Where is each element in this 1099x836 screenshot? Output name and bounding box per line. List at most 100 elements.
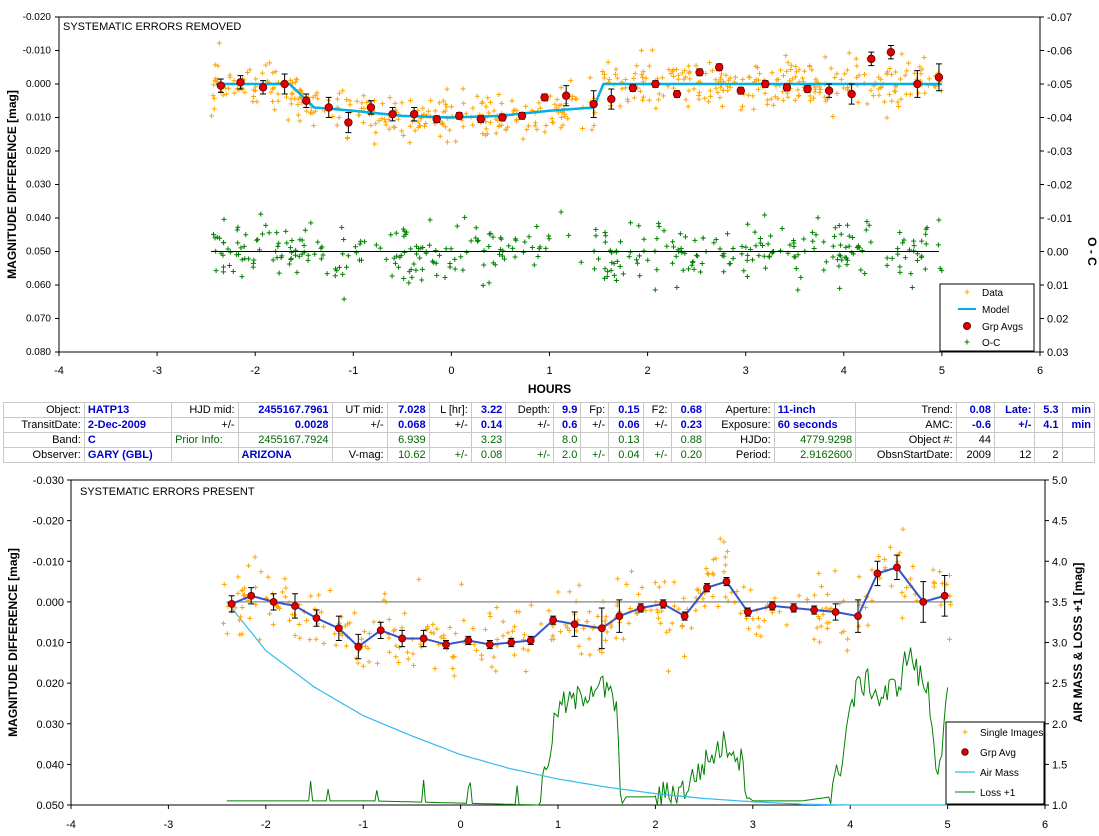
- info-cell: F2:: [642, 402, 672, 418]
- data-point: [499, 100, 505, 106]
- single-image-point: [224, 631, 230, 637]
- data-point: [818, 86, 824, 92]
- single-image-point: [900, 526, 906, 532]
- oc-point: [388, 232, 394, 238]
- single-image-point: [856, 574, 862, 580]
- data-point: [832, 75, 838, 81]
- chart-top: -0.020-0.0100.0000.0100.0200.0300.0400.0…: [5, 12, 1099, 396]
- oc-point: [909, 284, 915, 290]
- data-point: [211, 106, 217, 112]
- single-image-point: [473, 647, 479, 653]
- data-point: [344, 97, 350, 103]
- data-point: [440, 98, 446, 104]
- y-tick-label-bottom: 0.000: [36, 597, 64, 609]
- data-point: [738, 107, 744, 113]
- single-image-point: [636, 591, 642, 597]
- single-image-point: [946, 572, 952, 578]
- oc-point: [837, 285, 843, 291]
- oc-point: [221, 216, 227, 222]
- oc-point: [498, 235, 504, 241]
- info-cell: Band:: [3, 432, 85, 448]
- single-image-point: [655, 609, 661, 615]
- grp-avg-point: [324, 103, 333, 112]
- oc-point: [652, 287, 658, 293]
- single-image-point: [363, 643, 369, 649]
- single-image-point: [652, 580, 658, 586]
- data-point: [387, 95, 393, 101]
- oc-point: [923, 231, 929, 237]
- oc-point: [895, 251, 901, 257]
- oc-point: [779, 226, 785, 232]
- oc-series-top: [210, 209, 945, 302]
- grp-avg-point: [768, 602, 777, 610]
- y2-tick-label-top: -0.06: [1047, 46, 1072, 58]
- data-point: [811, 95, 817, 101]
- single-image-point: [939, 580, 945, 586]
- oc-point: [288, 256, 294, 262]
- info-cell: 2.9162600: [773, 447, 857, 463]
- oc-point: [726, 261, 732, 267]
- single-image-point: [338, 614, 344, 620]
- oc-point: [490, 234, 496, 240]
- single-image-point: [221, 581, 227, 587]
- single-image-point: [386, 616, 392, 622]
- single-image-point: [705, 571, 711, 577]
- single-image-point: [220, 620, 226, 626]
- grp-avg-point: [789, 604, 798, 612]
- single-image-point: [693, 607, 699, 613]
- data-point: [793, 63, 799, 69]
- data-point: [631, 76, 637, 82]
- y2-tick-label-bottom: 2.0: [1052, 719, 1067, 731]
- single-image-point: [627, 605, 633, 611]
- data-point: [314, 90, 320, 96]
- single-image-point: [528, 602, 534, 608]
- info-row: TransitDate: 2-Dec-2009 +/- 0.0028 +/- 0.068 +…: [3, 417, 1096, 433]
- oc-point: [501, 256, 507, 262]
- data-point: [686, 88, 692, 94]
- oc-point: [383, 256, 389, 262]
- data-point: [415, 119, 421, 125]
- data-point: [368, 122, 374, 128]
- oc-point: [850, 234, 856, 240]
- oc-point: [452, 266, 458, 272]
- single-image-point: [359, 636, 365, 642]
- oc-point: [434, 272, 440, 278]
- x-tick-label-bottom: 3: [750, 819, 756, 831]
- single-image-point: [639, 585, 645, 591]
- data-point: [870, 93, 876, 99]
- info-cell: +/-: [642, 447, 672, 463]
- y-tick-label-bottom: 0.050: [36, 800, 64, 812]
- x-tick-label-bottom: 6: [1042, 819, 1048, 831]
- data-point: [220, 92, 226, 98]
- single-image-point: [402, 610, 408, 616]
- x-tick-label-bottom: 5: [945, 819, 951, 831]
- data-point: [640, 69, 646, 75]
- data-point: [793, 74, 799, 80]
- oc-point: [744, 257, 750, 263]
- info-cell: +/-: [580, 447, 610, 463]
- single-image-point: [738, 610, 744, 616]
- oc-point: [220, 264, 226, 270]
- oc-point: [235, 240, 241, 246]
- oc-point: [830, 254, 836, 260]
- info-cell: 9.9: [553, 402, 582, 418]
- y2-tick-label-top: 0.00: [1047, 247, 1068, 259]
- data-point: [905, 60, 911, 66]
- y2-tick-label-top: -0.01: [1047, 213, 1072, 225]
- x-tick-label-top: -2: [250, 365, 260, 377]
- data-point: [483, 126, 489, 132]
- x-tick-label-top: -3: [152, 365, 162, 377]
- grp-avg-point: [216, 81, 226, 90]
- info-cell: 2009: [955, 447, 996, 463]
- oc-point: [448, 246, 454, 252]
- info-cell: 0.13: [608, 432, 644, 448]
- oc-point: [855, 244, 861, 250]
- single-image-point: [237, 632, 243, 638]
- grp-avg-point: [761, 79, 770, 89]
- data-point: [632, 71, 638, 77]
- oc-point: [603, 233, 609, 239]
- oc-point: [473, 235, 479, 241]
- single-image-point: [725, 549, 731, 555]
- oc-point: [296, 253, 302, 259]
- oc-point: [433, 260, 439, 266]
